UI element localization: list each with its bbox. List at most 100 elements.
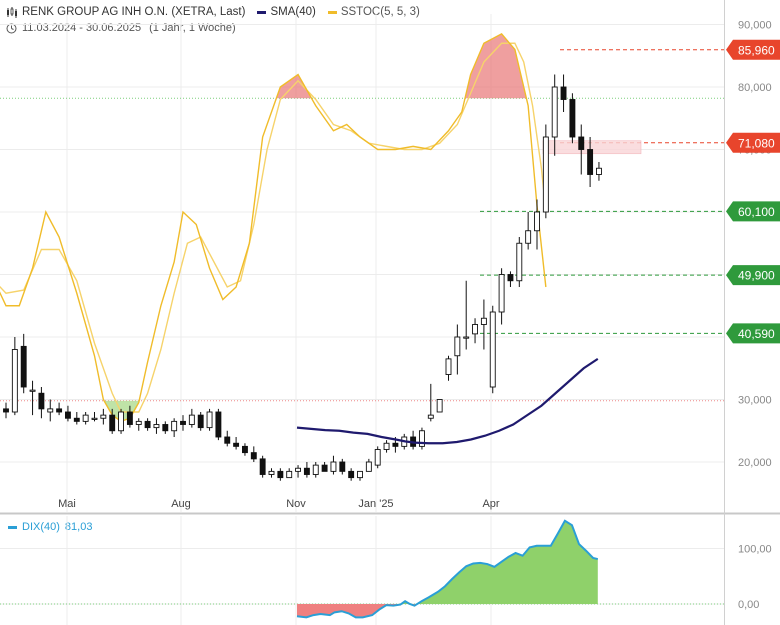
sma-legend-swatch [257, 10, 267, 14]
candle-body [596, 167, 602, 175]
candle-body [365, 461, 372, 472]
candle-body [206, 411, 213, 429]
header-title-row: RENK GROUP AG INH O.N. (XETRA, Last) SMA… [6, 4, 420, 20]
stoch-d-line [0, 42, 547, 413]
candle-body [215, 411, 222, 438]
candle-body [241, 445, 248, 454]
indicator-tick-label: 0,00 [738, 599, 759, 611]
sstoc-legend-label: SSTOC(5, 5, 3) [340, 6, 420, 18]
candle-body [330, 461, 337, 472]
level-label: 71,080 [738, 136, 775, 150]
candle-body [91, 417, 98, 420]
candle-body [268, 470, 275, 475]
candle-body [277, 470, 284, 479]
y-tick-label: 90,000 [738, 20, 772, 32]
candle-body [383, 442, 390, 450]
dix-positive-area [297, 520, 598, 604]
candle-body [489, 311, 496, 388]
candle-body [259, 458, 266, 475]
chart-title: RENK GROUP AG INH O.N. (XETRA, Last) [22, 6, 246, 18]
candle-body [578, 136, 585, 150]
candle-body [171, 420, 178, 432]
level-label: 49,900 [738, 269, 775, 283]
candle-body [295, 467, 301, 472]
x-tick-label: Mai [58, 498, 76, 510]
candle-body [162, 424, 169, 432]
candle-body [392, 442, 399, 447]
candle-body [480, 317, 487, 325]
candle-body [29, 389, 36, 392]
candle-body [126, 411, 133, 425]
dix-legend-value: 81,03 [64, 521, 93, 533]
candle-body [135, 420, 142, 425]
candle-body [100, 414, 107, 419]
candle-body [551, 86, 558, 138]
level-marker [726, 323, 780, 344]
candle-body [303, 467, 310, 475]
candle-body [463, 336, 470, 339]
y-tick-label: 30,000 [738, 395, 772, 407]
candle-body [436, 399, 443, 413]
candle-body [348, 470, 355, 479]
candle-body [534, 211, 540, 232]
candle-body [38, 392, 45, 410]
stoch-k-line [0, 32, 547, 423]
candle-body [507, 274, 514, 282]
y-tick-label: 80,000 [738, 82, 772, 94]
candle-body [109, 414, 116, 432]
candle-body [321, 464, 328, 472]
sstoc-legend-swatch [327, 10, 337, 14]
candle-body [197, 414, 204, 429]
candle-body [445, 358, 452, 375]
candle-body [419, 430, 425, 447]
dix-line [296, 519, 599, 619]
candle-body [56, 408, 63, 413]
candle-body [357, 470, 363, 479]
candle-body [180, 420, 186, 425]
level-label: 85,960 [738, 43, 775, 57]
level-marker [726, 39, 780, 60]
candle-body [144, 420, 151, 429]
candle-body [82, 414, 89, 422]
candle-body [11, 349, 18, 413]
candle-body [20, 345, 27, 388]
candle-body [516, 242, 523, 282]
x-tick-label: Apr [482, 498, 499, 510]
candle-body [525, 230, 532, 244]
candle-body [560, 86, 567, 100]
x-tick-label: Jan '25 [358, 498, 393, 510]
y-tick-label: 20,000 [738, 457, 772, 469]
candle-body [250, 452, 257, 460]
candle-body [153, 424, 160, 429]
candle-body [542, 136, 549, 213]
candle-body [188, 414, 195, 425]
candle-body [587, 149, 594, 175]
sma-legend-label: SMA(40) [270, 6, 316, 18]
candle-body [312, 464, 319, 475]
candle-body [47, 408, 54, 413]
indicator-header: DIX(40) 81,03 [8, 521, 92, 533]
indicator-tick-label: 100,00 [738, 544, 772, 556]
dix-legend-swatch [8, 525, 17, 529]
candle-body [498, 274, 505, 313]
candle-body [472, 324, 478, 335]
candle-body [374, 449, 381, 466]
x-tick-label: Nov [286, 498, 306, 510]
level-label: 40,590 [738, 327, 775, 341]
candle-body [3, 408, 9, 413]
candle-body [286, 470, 293, 479]
level-marker [726, 265, 780, 286]
candle-body [224, 436, 231, 444]
level-label: 60,100 [738, 205, 775, 219]
candlestick-icon [7, 6, 17, 18]
dix-legend-label: DIX(40) [22, 521, 60, 533]
candle-body [454, 336, 461, 357]
candle-body [233, 442, 240, 447]
clock-icon [6, 23, 17, 33]
candle-body [569, 99, 576, 138]
stoch-overbought-fill [276, 74, 312, 99]
candle-body [118, 411, 125, 432]
stoch-overbought-fill [465, 33, 527, 99]
candle-body [64, 411, 71, 419]
